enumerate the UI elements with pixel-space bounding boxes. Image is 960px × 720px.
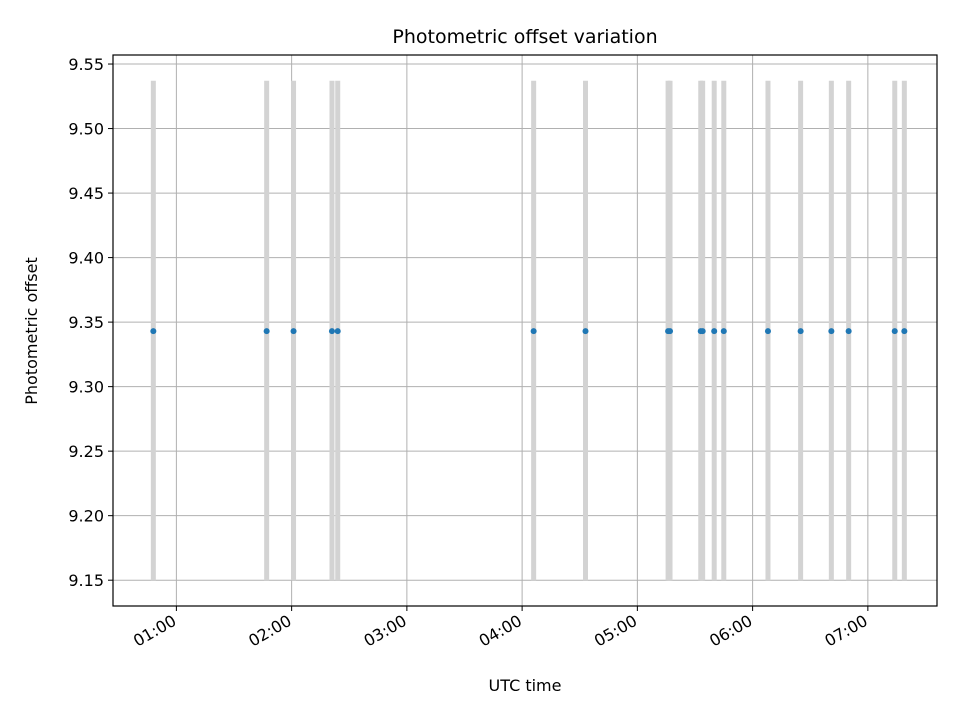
data-point: [845, 328, 852, 335]
data-point: [720, 328, 727, 335]
y-axis-label: Photometric offset: [22, 257, 41, 405]
data-point: [150, 328, 157, 335]
data-point: [328, 328, 335, 335]
data-point: [263, 328, 270, 335]
data-point: [699, 328, 706, 335]
chart-title: Photometric offset variation: [392, 26, 657, 48]
data-point: [530, 328, 537, 335]
data-point: [901, 328, 908, 335]
point-layer: [150, 328, 908, 335]
data-point: [582, 328, 589, 335]
y-tick-label: 9.15: [68, 571, 104, 590]
y-tick-label: 9.55: [68, 55, 104, 74]
data-point: [334, 328, 341, 335]
plot-frame: [112, 54, 938, 607]
y-tick-label: 9.50: [68, 120, 104, 139]
data-point: [828, 328, 835, 335]
x-axis-label: UTC time: [489, 676, 562, 695]
data-point: [290, 328, 297, 335]
y-tick-label: 9.45: [68, 184, 104, 203]
data-point: [764, 328, 771, 335]
y-tick-label: 9.35: [68, 313, 104, 332]
data-point: [797, 328, 804, 335]
y-tick-label: 9.25: [68, 442, 104, 461]
data-point: [667, 328, 674, 335]
y-tick-label: 9.40: [68, 249, 104, 268]
data-point: [711, 328, 718, 335]
y-tick-label: 9.30: [68, 378, 104, 397]
data-point: [891, 328, 898, 335]
y-tick-label: 9.20: [68, 507, 104, 526]
